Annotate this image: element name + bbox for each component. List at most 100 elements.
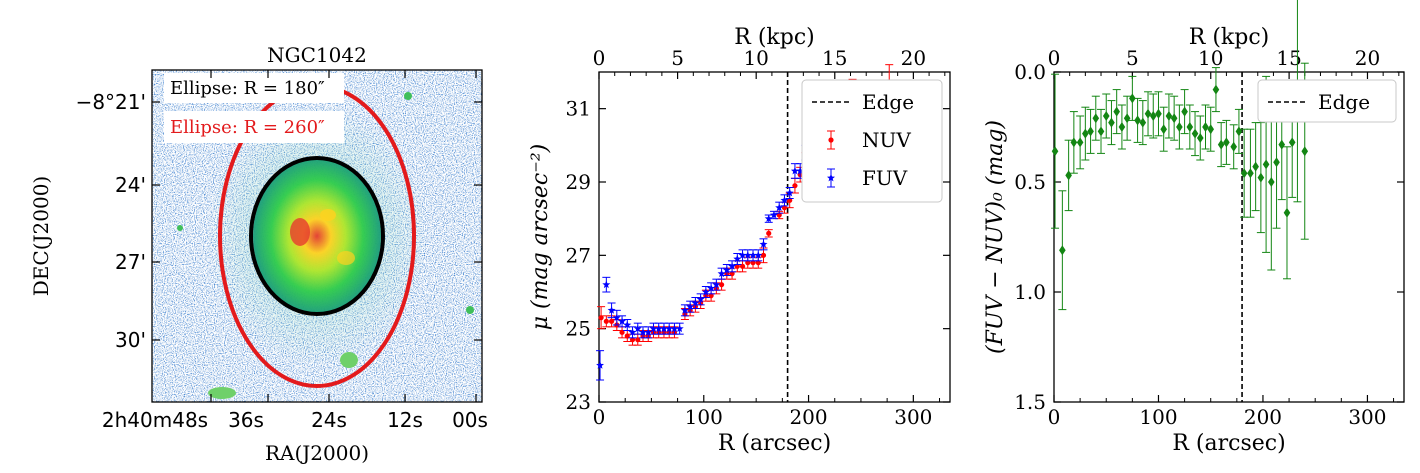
data-point	[1235, 126, 1243, 137]
data-point	[1092, 113, 1100, 124]
plot-frame	[1053, 71, 1405, 403]
data-point	[691, 298, 700, 307]
data-point	[1097, 126, 1105, 137]
legend-swatch-marker	[827, 173, 835, 182]
y-tick-label: 0.5	[1014, 170, 1046, 194]
legend-ellipse-260: Ellipse: R = 260″	[170, 117, 325, 138]
legend-label: Edge	[1318, 90, 1370, 114]
x-tick-label: 0	[593, 405, 606, 429]
data-point	[770, 210, 778, 219]
data-point	[596, 361, 604, 369]
x-axis-label: R (arcsec)	[1172, 431, 1285, 456]
data-point	[619, 329, 625, 335]
y-tick-label: 1.5	[1014, 390, 1046, 414]
data-point	[1202, 122, 1209, 132]
data-point	[603, 318, 609, 324]
y-tick-label: 27	[566, 243, 591, 267]
data-point	[1134, 115, 1141, 126]
data-point	[796, 166, 805, 175]
image-title: NGC1042	[267, 43, 367, 67]
data-point	[1118, 122, 1126, 132]
data-point	[707, 284, 716, 292]
x-tick-label: 200	[789, 405, 827, 429]
data-point	[1108, 117, 1115, 128]
dec-tick-3: 30'	[115, 328, 146, 352]
data-point	[1059, 245, 1066, 256]
data-point	[1212, 84, 1220, 95]
ra-tick-1: 36s	[228, 408, 264, 432]
top-tick-label: 15	[1276, 46, 1301, 70]
top-tick-label: 20	[1355, 46, 1380, 70]
y-tick-label: 31	[566, 97, 591, 121]
data-point	[1186, 122, 1194, 132]
x-tick-label: 200	[1244, 405, 1282, 429]
top-tick-label: 15	[822, 46, 847, 70]
legend-label: Edge	[862, 90, 914, 114]
data-point	[1070, 137, 1078, 148]
x-tick-label: 300	[1348, 405, 1386, 429]
data-point	[623, 320, 632, 329]
data-point	[749, 251, 757, 259]
data-point	[1170, 113, 1178, 124]
data-point	[1123, 113, 1131, 124]
top-axis-label: R (kpc)	[1189, 25, 1269, 50]
x-tick-label: 100	[1139, 405, 1177, 429]
data-point	[612, 313, 621, 322]
y-axis-label: (FUV − NUV)₀ (mag)	[983, 120, 1008, 354]
data-point	[665, 324, 674, 333]
legend-label: FUV	[862, 166, 908, 190]
data-point	[1278, 139, 1286, 150]
legend-ellipse-180: Ellipse: R = 180″	[170, 78, 325, 99]
data-point	[1240, 168, 1248, 179]
surface-brightness-chart: 0 100 200 300 0 5 10 15 20 23 25 27 29 31 R (arcsec) R …	[528, 25, 951, 456]
legend-box	[801, 79, 943, 203]
data-point	[1176, 122, 1183, 132]
color-profile-chart: 0 100 200 300 0 5 10 15 20 0.0 0.5 1.0 1.5 R (arcsec)…	[983, 0, 1405, 456]
data-point	[766, 230, 772, 236]
data-point	[1252, 161, 1259, 172]
data-point	[629, 337, 636, 343]
top-tick-label: 20	[901, 46, 926, 70]
data-point	[1076, 137, 1084, 148]
data-point	[1301, 146, 1309, 157]
data-point	[1129, 93, 1136, 104]
data-point	[708, 293, 714, 299]
data-point	[738, 251, 747, 259]
data-point	[717, 269, 726, 278]
data-point	[624, 333, 630, 339]
legend: Edge NUV FUV	[801, 79, 943, 203]
data-point	[608, 318, 615, 324]
data-point	[1207, 124, 1215, 135]
ra-tick-3: 12s	[387, 408, 423, 432]
data-point	[1165, 111, 1173, 121]
data-point	[628, 328, 637, 336]
data-point	[635, 337, 641, 343]
data-point	[718, 282, 725, 288]
data-point	[729, 271, 735, 277]
x-tick-label: 300	[894, 405, 932, 429]
y-tick-label: 0.0	[1014, 60, 1046, 84]
dec-axis-label: DEC(J2000)	[29, 176, 53, 296]
data-point	[1139, 117, 1147, 128]
data-point	[781, 205, 788, 211]
data-point	[764, 214, 773, 223]
data-point	[712, 280, 721, 289]
data-point	[1273, 157, 1280, 168]
data-point	[1065, 170, 1072, 181]
data-point	[722, 265, 731, 274]
data-point	[775, 203, 784, 212]
data-point	[1102, 111, 1110, 121]
data-point	[1257, 172, 1265, 183]
data-point	[607, 306, 616, 314]
data-point	[1149, 111, 1157, 121]
data-point	[1144, 108, 1152, 119]
ra-tick-0: 2h40m48s	[102, 408, 208, 432]
series-fuv-nuv	[1051, 0, 1309, 311]
data-point	[754, 251, 763, 259]
data-point	[598, 315, 604, 321]
data-point	[785, 188, 794, 197]
data-point	[755, 260, 761, 266]
data-point	[739, 263, 746, 269]
plot-frame	[598, 71, 951, 403]
